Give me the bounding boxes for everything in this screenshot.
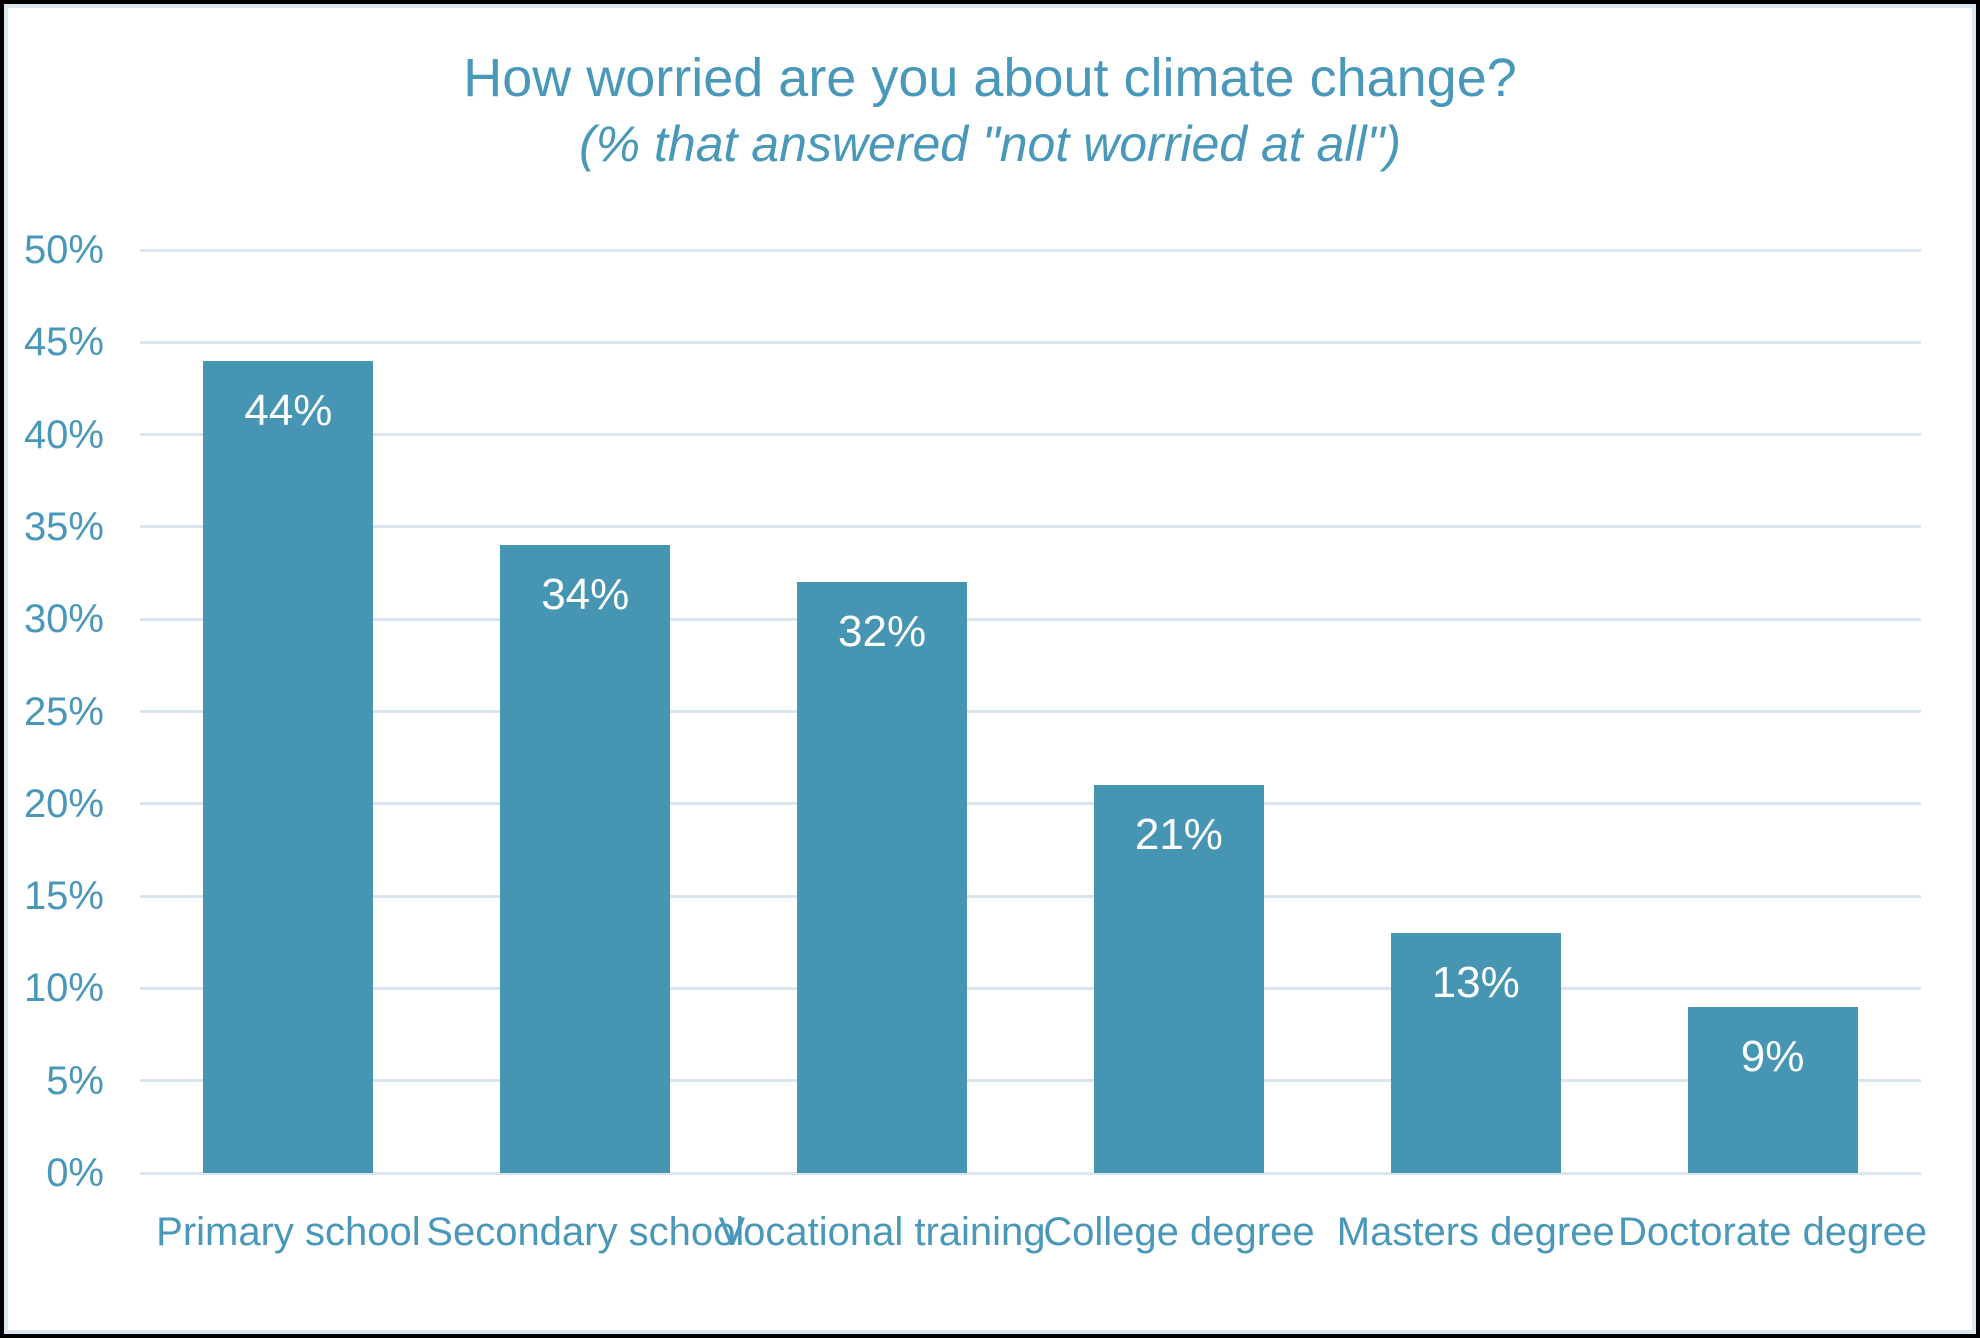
bar-value-label: 21%	[1134, 810, 1223, 860]
y-axis-tick-label: 5%	[46, 1058, 104, 1103]
x-axis-category-label: Secondary school	[426, 1210, 745, 1254]
x-axis-category-label: Masters degree	[1336, 1210, 1615, 1254]
chart-title: How worried are you about climate change…	[463, 48, 1517, 108]
x-axis-category-label: Primary school	[156, 1210, 421, 1254]
bar-college-degree: 21%	[1093, 785, 1264, 1173]
x-axis-category-label: Vocational training	[718, 1210, 1046, 1254]
y-axis-tick-label: 45%	[23, 320, 104, 365]
y-axis-tick-label: 40%	[23, 412, 104, 457]
gridline-35	[140, 525, 1921, 529]
x-axis-category-label: College degree	[1043, 1210, 1315, 1254]
bar-value-label: 32%	[838, 607, 927, 657]
gridline-45	[140, 340, 1921, 344]
bar-value-label: 13%	[1431, 958, 1520, 1008]
gridline-15	[140, 894, 1921, 898]
y-axis-tick-label: 15%	[23, 874, 104, 919]
bar-primary-school: 44%	[203, 360, 374, 1173]
gridline-50	[140, 248, 1921, 252]
gridline-0	[140, 1171, 1921, 1175]
gridline-25	[140, 710, 1921, 713]
y-axis-tick-label: 20%	[23, 781, 104, 826]
bar-doctorate-degree: 9%	[1687, 1006, 1858, 1173]
title-block: How worried are you about climate change…	[8, 46, 1972, 174]
plot-area: 0% 5% 10% 15% 20% 25% 30% 35% 40% 45% 50% 44% Primar…	[24, 228, 1927, 1254]
gridline-20	[140, 802, 1921, 806]
bar-vocational-training: 32%	[797, 582, 968, 1173]
gridline-10	[140, 986, 1921, 990]
bar-masters-degree: 13%	[1390, 933, 1561, 1173]
y-axis-tick-label: 35%	[23, 504, 104, 549]
y-axis-tick-label: 25%	[23, 689, 104, 734]
bar-value-label: 34%	[541, 570, 630, 620]
bar-secondary-school: 34%	[500, 545, 671, 1173]
y-axis-tick-label: 50%	[23, 228, 104, 272]
chart-subtitle: (% that answered "not worried at all")	[579, 116, 1401, 172]
gridline-40	[140, 433, 1921, 437]
bar-value-label: 44%	[244, 385, 333, 435]
gridline-5	[140, 1079, 1921, 1083]
chart-canvas: How worried are you about climate change…	[4, 4, 1976, 1334]
y-axis-tick-label: 30%	[23, 597, 104, 642]
y-axis-tick-label: 10%	[23, 966, 104, 1011]
y-axis-tick-label: 0%	[46, 1151, 104, 1195]
x-axis-category-label: Doctorate degree	[1618, 1210, 1928, 1254]
gridline-30	[140, 617, 1921, 621]
bar-value-label: 9%	[1740, 1031, 1805, 1081]
